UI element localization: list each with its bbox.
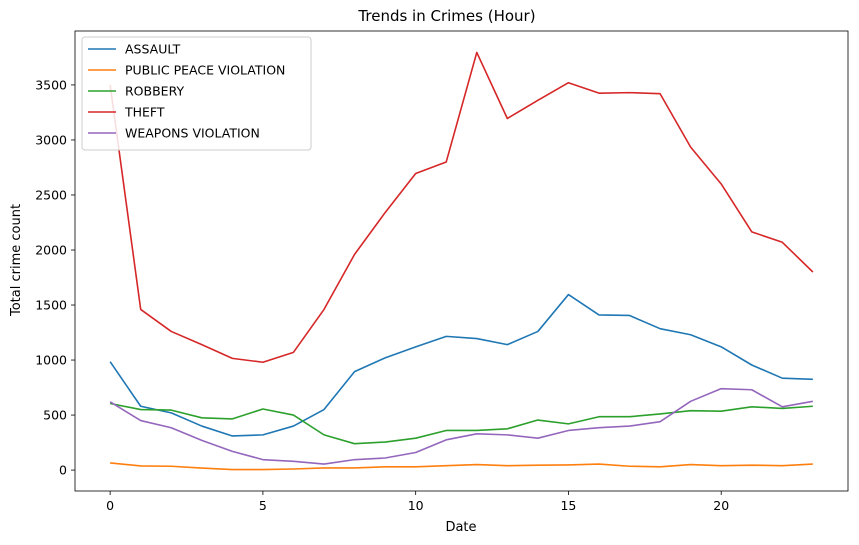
y-tick-label: 1500 [35, 298, 67, 313]
y-tick-label: 3500 [35, 77, 67, 92]
series-line-0 [109, 293, 813, 437]
x-tick-label: 0 [106, 498, 114, 513]
series-line-2 [109, 402, 813, 445]
x-tick-label: 20 [713, 498, 729, 513]
y-tick-label: 1000 [35, 353, 67, 368]
legend-entry-2: ROBBERY [125, 84, 184, 99]
x-tick-label: 10 [408, 498, 424, 513]
axes-frame [74, 30, 849, 492]
series-line-3 [109, 51, 814, 364]
y-tick-label: 3000 [35, 132, 67, 147]
y-axis-label: Total crime count [9, 204, 24, 317]
y-tick-label: 0 [59, 463, 67, 478]
axes: 0 5 10 15 20 0 500 1000 1500 2000 2500 3000 3500 [35, 30, 849, 513]
x-tick-label: 5 [259, 498, 267, 513]
y-tick-label: 2500 [35, 187, 67, 202]
legend-entry-0: ASSAULT [125, 42, 181, 57]
legend-box [81, 36, 312, 151]
legend-entry-3: THEFT [124, 105, 165, 120]
chart-title: Trends in Crimes (Hour) [357, 7, 535, 25]
series-line-1 [110, 462, 813, 471]
y-tick-label: 500 [43, 408, 67, 423]
legend-entry-4: WEAPONS VIOLATION [125, 126, 260, 141]
legend-entry-1: PUBLIC PEACE VIOLATION [125, 63, 285, 78]
series-line-4 [109, 387, 814, 465]
legend: ASSAULT PUBLIC PEACE VIOLATION ROBBERY THEF… [81, 36, 312, 151]
plot-area [109, 51, 814, 471]
x-tick-label: 15 [560, 498, 576, 513]
y-tick-label: 2000 [35, 242, 67, 257]
x-axis-label: Date [445, 520, 476, 535]
